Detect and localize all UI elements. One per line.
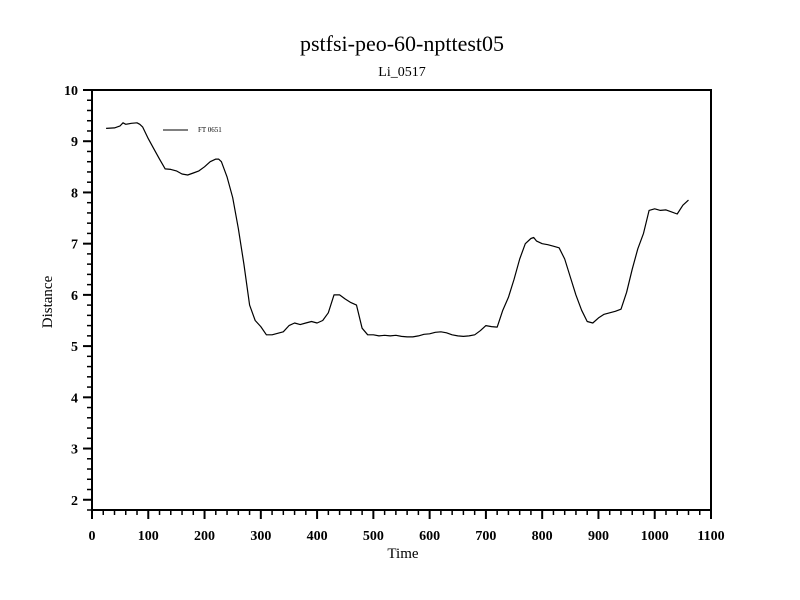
y-tick-label: 6 — [71, 289, 78, 304]
y-tick-label: 9 — [71, 135, 78, 150]
plot-border — [91, 89, 712, 511]
x-tick-label: 600 — [419, 529, 440, 544]
legend: FT 0651 — [163, 126, 222, 134]
y-tick-label: 8 — [71, 186, 78, 201]
x-tick-label: 100 — [138, 529, 159, 544]
y-axis-label: Distance — [40, 275, 56, 328]
series-layer — [106, 122, 689, 338]
x-tick-label: 200 — [194, 529, 215, 544]
y-tick-label: 2 — [71, 494, 78, 509]
y-tick-label: 4 — [71, 391, 78, 406]
x-tick-label: 0 — [89, 529, 96, 544]
x-axis-label: Time — [387, 546, 418, 562]
y-axis: 2 3 4 5 6 7 8 9 10 — [64, 84, 92, 511]
chart-title: pstfsi-peo-60-npttest05 — [300, 31, 504, 56]
chart-subtitle: Li_0517 — [378, 65, 425, 80]
legend-label-ft-0651: FT 0651 — [198, 126, 222, 134]
x-tick-label: 500 — [363, 529, 384, 544]
y-tick-label: 5 — [71, 340, 78, 355]
y-tick-label: 7 — [71, 238, 78, 253]
y-tick-label: 10 — [64, 84, 78, 99]
x-tick-label: 1100 — [697, 529, 724, 544]
series-line-ft-0651 — [106, 122, 689, 338]
x-tick-label: 400 — [307, 529, 328, 544]
plot-area — [91, 89, 712, 511]
x-tick-label: 300 — [250, 529, 271, 544]
x-axis: 0 100 200 300 400 500 600 700 800 900 1000 1100 — [89, 510, 725, 544]
x-tick-label: 900 — [588, 529, 609, 544]
x-tick-label: 800 — [532, 529, 553, 544]
x-tick-label: 1000 — [641, 529, 669, 544]
y-tick-label: 3 — [71, 443, 78, 458]
x-tick-label: 700 — [475, 529, 496, 544]
